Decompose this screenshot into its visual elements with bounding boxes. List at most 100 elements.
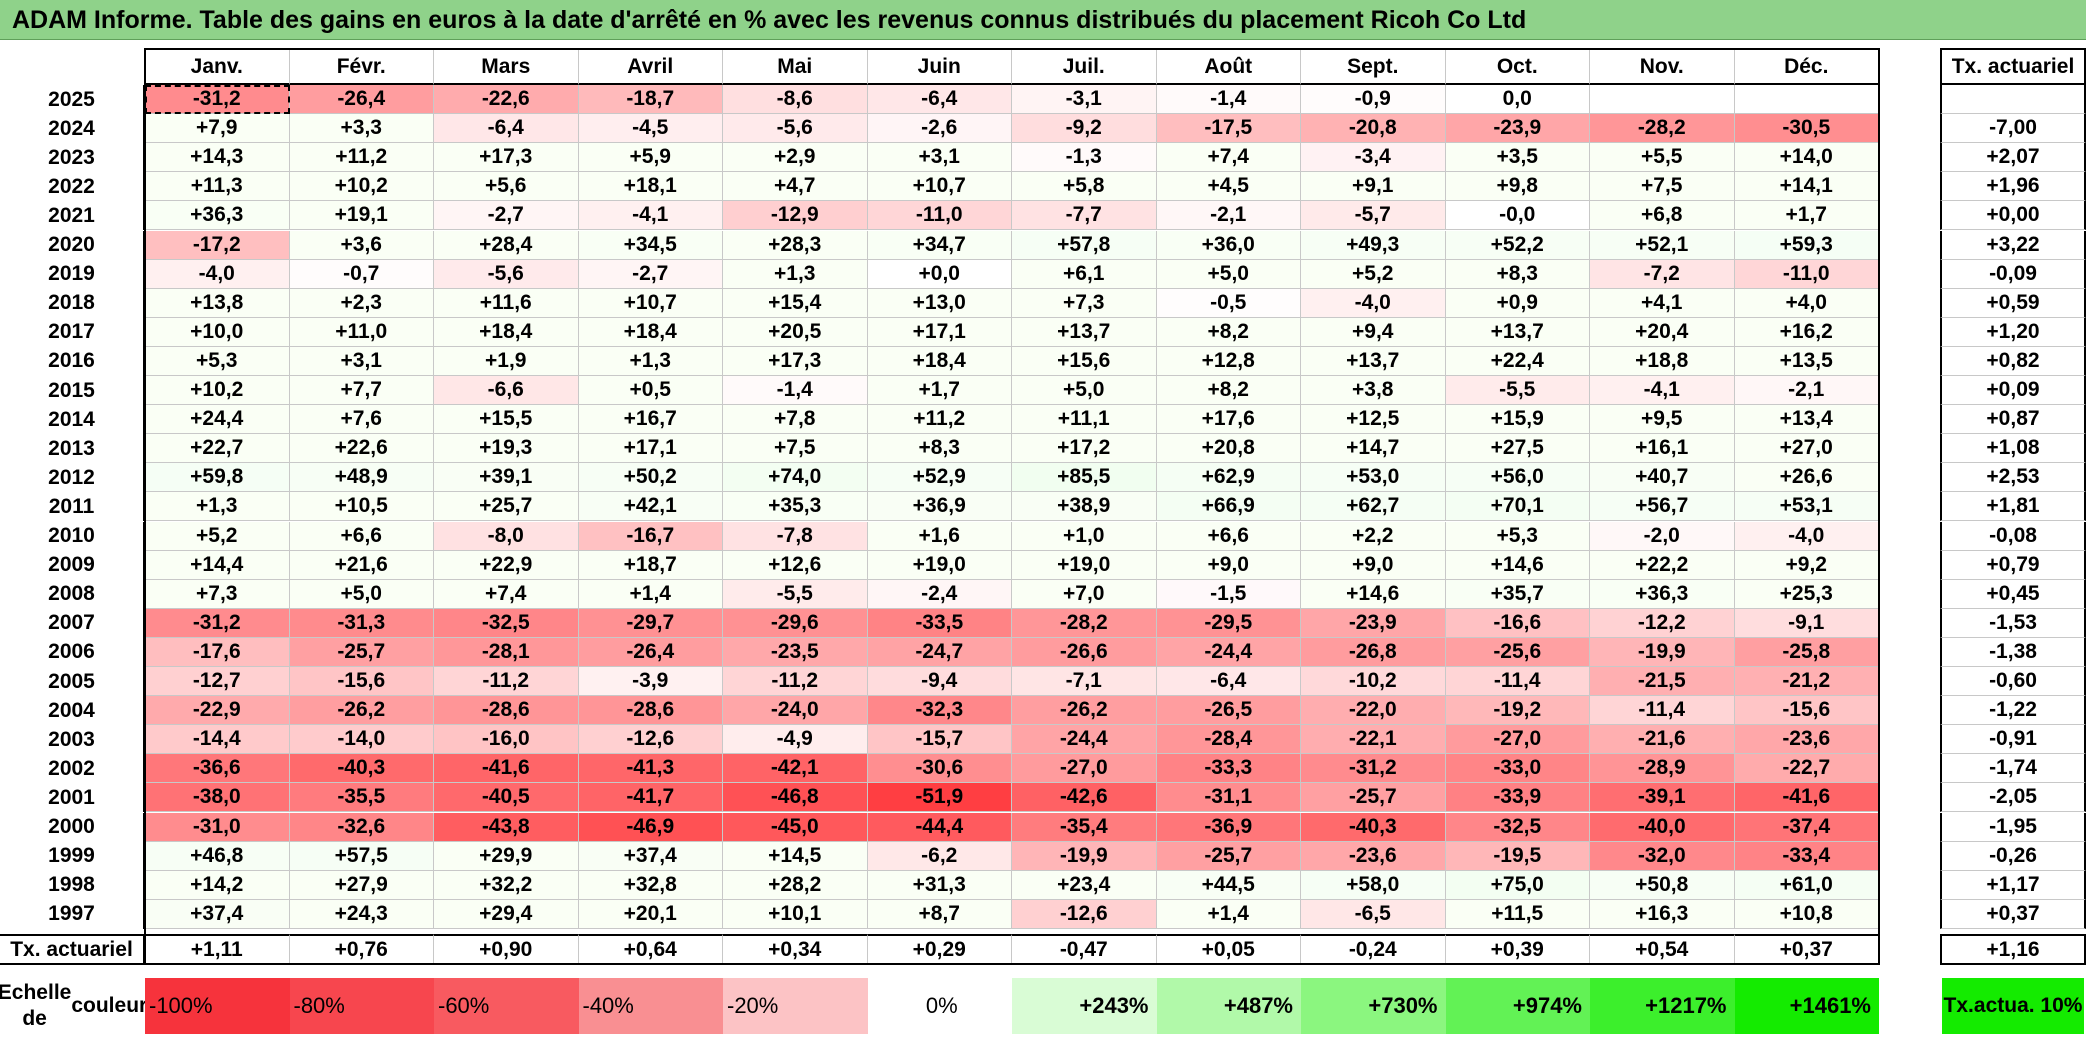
rate-cell: +2,07 (1940, 143, 2086, 173)
gain-cell: +9,4 (1301, 317, 1446, 347)
gain-cell: +7,5 (1590, 172, 1735, 202)
gain-cell: +52,1 (1590, 230, 1735, 260)
gain-cell: -29,7 (578, 608, 723, 638)
year-label: 2008 (0, 579, 145, 609)
footer-rate-cell: +1,11 (145, 934, 290, 965)
gain-cell: -28,9 (1590, 754, 1735, 784)
rate-cell: +1,81 (1940, 492, 2086, 522)
year-label: 2017 (0, 317, 145, 347)
gain-cell: +28,4 (434, 230, 579, 260)
gain-cell: +6,8 (1590, 201, 1735, 231)
gain-cell: -18,7 (578, 85, 723, 115)
gain-cell: +1,3 (145, 492, 290, 522)
gain-cell: -4,0 (1301, 288, 1446, 318)
gain-cell: +38,9 (1012, 492, 1157, 522)
gain-cell: -0,5 (1156, 288, 1301, 318)
footer-rate-cell: +0,05 (1156, 934, 1301, 965)
gain-cell: +22,9 (434, 550, 579, 580)
gain-cell: +10,8 (1734, 899, 1879, 929)
gain-cell: -19,2 (1445, 696, 1590, 726)
gain-cell: +9,2 (1734, 550, 1879, 580)
gain-cell: -25,8 (1734, 637, 1879, 667)
gain-cell: +35,7 (1445, 579, 1590, 609)
gain-cell: -22,7 (1734, 754, 1879, 784)
gain-cell: -31,3 (289, 608, 434, 638)
gain-cell: -25,7 (289, 637, 434, 667)
year-label: 1998 (0, 870, 145, 900)
gain-cell: -11,2 (434, 667, 579, 697)
gain-cell: +59,8 (145, 463, 290, 493)
rate-cell: +0,79 (1940, 550, 2086, 580)
gain-cell: +32,2 (434, 870, 579, 900)
gain-cell: +3,6 (289, 230, 434, 260)
gain-cell: +11,1 (1012, 405, 1157, 435)
gain-cell: +48,9 (289, 463, 434, 493)
gain-cell: +3,8 (1301, 376, 1446, 406)
gain-cell: -1,4 (1156, 85, 1301, 115)
gain-cell: +13,4 (1734, 405, 1879, 435)
gain-cell: -32,3 (867, 696, 1012, 726)
gain-cell: -45,0 (723, 812, 868, 842)
color-scale-step: +243% (1012, 978, 1157, 1034)
gain-cell: -9,2 (1012, 114, 1157, 144)
gain-cell: +19,1 (289, 201, 434, 231)
year-label: 2015 (0, 376, 145, 406)
gain-cell: -15,7 (867, 725, 1012, 755)
gain-cell: -31,1 (1156, 783, 1301, 813)
gain-cell: +4,0 (1734, 288, 1879, 318)
gain-cell: +5,2 (145, 521, 290, 551)
gain-cell: -32,5 (434, 608, 579, 638)
footer-rate-cell: +0,54 (1590, 934, 1735, 965)
color-scale-step: -20% (723, 978, 868, 1034)
color-scale-step: +487% (1156, 978, 1301, 1034)
footer-total-rate: +1,16 (1940, 934, 2086, 965)
gain-cell: +75,0 (1445, 870, 1590, 900)
gain-cell: +52,2 (1445, 230, 1590, 260)
gain-cell: -21,5 (1590, 667, 1735, 697)
gain-cell: +16,2 (1734, 317, 1879, 347)
color-scale-step: +974% (1445, 978, 1590, 1034)
gain-cell: -43,8 (434, 812, 579, 842)
gain-cell: -26,5 (1156, 696, 1301, 726)
rate-cell: -0,60 (1940, 667, 2086, 697)
gain-cell: -25,6 (1445, 637, 1590, 667)
gain-cell: -8,0 (434, 521, 579, 551)
gain-cell: +11,2 (867, 405, 1012, 435)
gain-cell: -41,6 (1734, 783, 1879, 813)
gain-cell: -12,6 (578, 725, 723, 755)
gain-cell: -0,0 (1445, 201, 1590, 231)
gain-cell: +24,3 (289, 899, 434, 929)
gain-cell: +22,6 (289, 434, 434, 464)
gain-cell: +9,8 (1445, 172, 1590, 202)
gain-cell: -39,1 (1590, 783, 1735, 813)
gain-cell: -21,6 (1590, 725, 1735, 755)
gain-cell: +18,4 (434, 317, 579, 347)
gain-cell: +1,7 (1734, 201, 1879, 231)
gain-cell: +1,6 (867, 521, 1012, 551)
gain-cell: -0,9 (1301, 85, 1446, 115)
gain-cell: +1,4 (1156, 899, 1301, 929)
month-header: Juil. (1012, 48, 1157, 85)
gain-cell: -12,6 (1012, 899, 1157, 929)
rate-cell: +1,08 (1940, 434, 2086, 464)
gain-cell: -4,9 (723, 725, 868, 755)
gain-cell: +28,2 (723, 870, 868, 900)
gain-cell: -2,4 (867, 579, 1012, 609)
gain-cell: -10,2 (1301, 667, 1446, 697)
gain-cell: -2,0 (1590, 521, 1735, 551)
gain-cell: -26,2 (1012, 696, 1157, 726)
gain-cell: -41,3 (578, 754, 723, 784)
gain-cell: +6,6 (289, 521, 434, 551)
gain-cell: -27,0 (1012, 754, 1157, 784)
gain-cell: -44,4 (867, 812, 1012, 842)
gain-cell: +53,1 (1734, 492, 1879, 522)
gain-cell: -2,7 (434, 201, 579, 231)
gain-cell: +3,1 (867, 143, 1012, 173)
gain-cell: +1,4 (578, 579, 723, 609)
gain-cell: +4,5 (1156, 172, 1301, 202)
gain-cell: +62,7 (1301, 492, 1446, 522)
year-label: 2009 (0, 550, 145, 580)
gain-cell: -42,1 (723, 754, 868, 784)
gain-cell: +11,3 (145, 172, 290, 202)
gain-cell: +14,7 (1301, 434, 1446, 464)
